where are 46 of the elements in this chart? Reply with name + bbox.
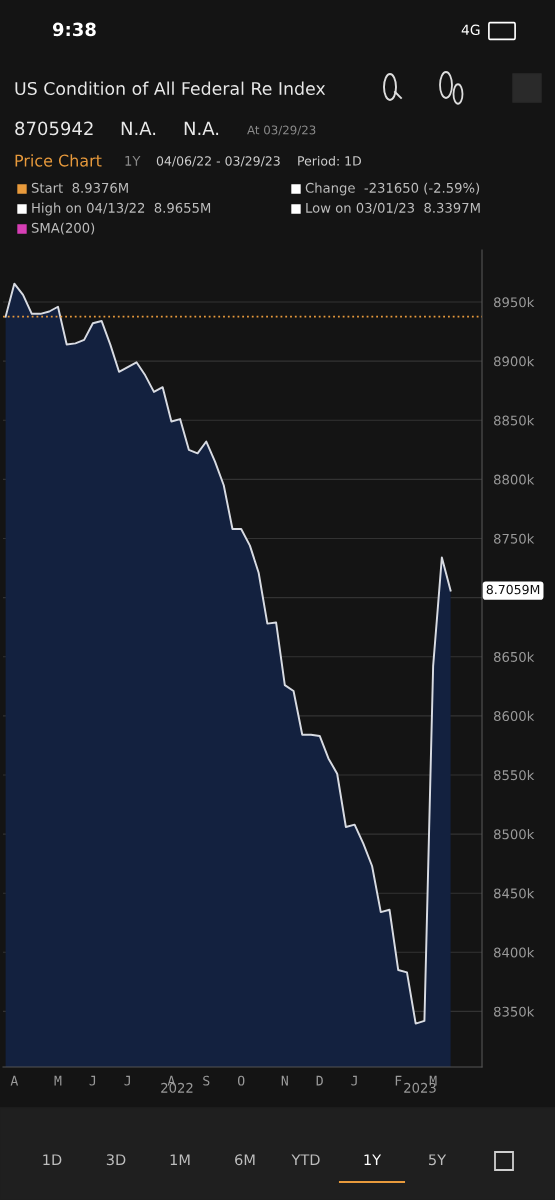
x-tick-label: J: [351, 1075, 357, 1086]
text: 5Y: [429, 1154, 447, 1166]
y-tick-label: 8750k: [494, 533, 535, 544]
text: 1Y: [364, 1154, 382, 1166]
text: N.A.: [121, 121, 156, 135]
text: Change -231650 (-2.59%): [305, 182, 480, 196]
y-tick-label: 8650k: [494, 651, 535, 662]
y-tick-label: 8800k: [494, 474, 535, 485]
x-tick-label: J: [89, 1075, 96, 1086]
x-tick-label: A: [10, 1075, 19, 1086]
y-tick-label: 8400k: [494, 947, 535, 958]
x-tick-label: O: [237, 1075, 245, 1086]
text: YTD: [291, 1154, 320, 1166]
text: Period: 1D: [298, 155, 361, 166]
text: 9:38: [52, 22, 96, 37]
text: At 03/29/23: [247, 125, 316, 136]
y-tick-label: 8450k: [494, 888, 535, 899]
y-tick-label: 8850k: [494, 415, 535, 426]
text: Start 8.9376M: [31, 182, 128, 193]
text: N.A.: [184, 121, 219, 135]
y-tick-label: 8500k: [494, 829, 535, 840]
text: SMA(200): [31, 222, 95, 235]
text: 04/06/22 - 03/29/23: [156, 156, 280, 167]
text: 6M: [235, 1154, 255, 1166]
text: 1Y: [125, 156, 141, 166]
text: Low on 03/01/23 8.3397M: [306, 202, 480, 214]
text: High on 04/13/22 8.9655M: [32, 202, 211, 216]
y-tick-label: 8950k: [494, 297, 535, 308]
text: Price Chart: [15, 154, 102, 167]
y-tick-label: 8550k: [494, 769, 535, 781]
x-tick-label: D: [316, 1075, 323, 1086]
x-tick-label: M: [54, 1075, 62, 1086]
y-tick-label: 8900k: [494, 356, 535, 367]
x-tick-label: J: [124, 1075, 130, 1086]
y-tick-label: 8600k: [494, 710, 535, 722]
x-tick-label: F: [395, 1075, 402, 1086]
text: 3D: [106, 1154, 126, 1166]
text: 4G: [461, 24, 480, 36]
text: 1M: [170, 1154, 190, 1166]
x-tick-label: S: [203, 1075, 210, 1086]
chart-title: US Condition of All Federal Re Index: [15, 81, 326, 96]
y-tick-label: 8350k: [494, 1006, 535, 1017]
text: 8705942: [15, 121, 93, 136]
text: 8.7059M: [486, 584, 540, 595]
text: 1D: [43, 1154, 62, 1166]
x-tick-label: N: [281, 1075, 288, 1086]
